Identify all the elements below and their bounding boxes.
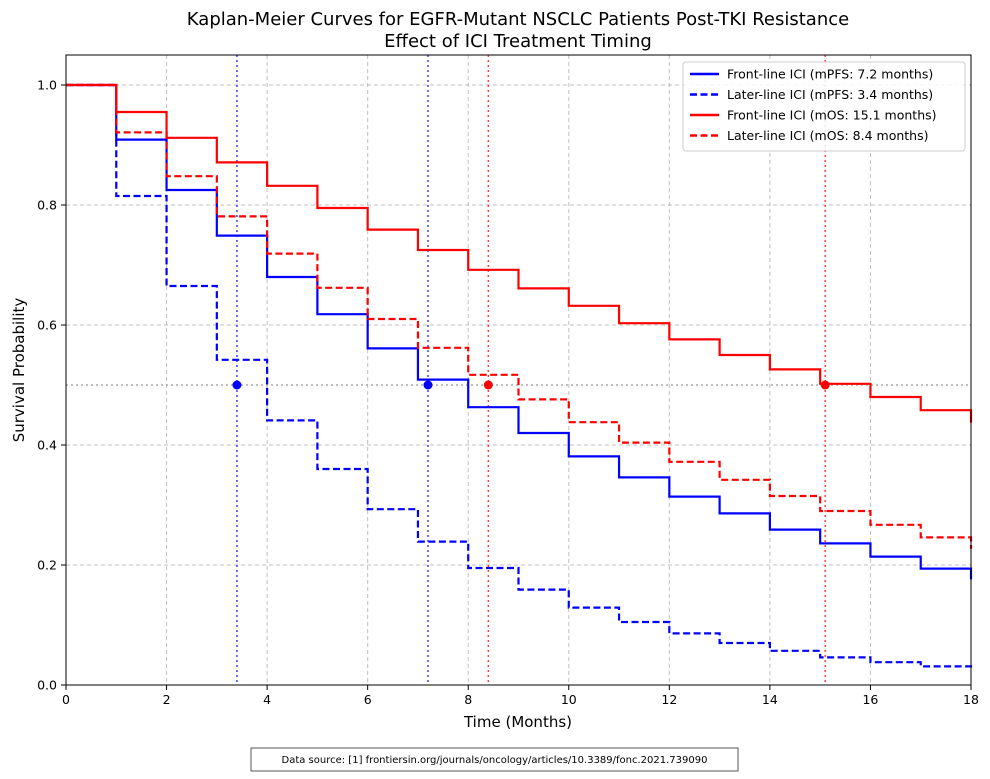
y-axis-label: Survival Probability (10, 298, 28, 443)
plot-frame (65, 54, 972, 686)
x-tick-label: 4 (263, 692, 271, 707)
y-tick-label: 1.0 (37, 78, 57, 93)
legend-box (682, 61, 966, 152)
x-tick-label: 0 (62, 692, 70, 707)
legend-label: Later-line ICI (mPFS: 3.4 months) (727, 87, 933, 102)
median-marker (820, 380, 830, 390)
chart-title: Kaplan-Meier Curves for EGFR-Mutant NSCL… (187, 9, 849, 30)
series-line (66, 83, 973, 670)
x-tick-label: 12 (661, 692, 677, 707)
x-tick-label: 8 (464, 692, 472, 707)
legend-label: Front-line ICI (mPFS: 7.2 months) (727, 67, 933, 82)
x-tick-label: 18 (963, 692, 979, 707)
series-line (66, 83, 973, 423)
x-tick-label: 14 (762, 692, 778, 707)
legend-label: Later-line ICI (mOS: 8.4 months) (727, 128, 929, 143)
y-tick-label: 0.6 (37, 318, 57, 333)
series-lines (66, 83, 973, 670)
chart-subtitle: Effect of ICI Treatment Timing (384, 31, 652, 52)
x-tick-label: 16 (862, 692, 878, 707)
source-note-box (250, 747, 739, 772)
x-axis-label: Time (Months) (463, 713, 572, 731)
median-guides (66, 55, 971, 685)
x-tick-label: 6 (364, 692, 372, 707)
x-tick-label: 2 (163, 692, 171, 707)
median-marker (483, 380, 493, 390)
x-tick-label: 10 (561, 692, 577, 707)
y-tick-label: 0.8 (37, 198, 57, 213)
legend: Front-line ICI (mPFS: 7.2 months) Later-l… (682, 61, 966, 152)
median-marker (232, 380, 242, 390)
y-tick-label: 0.0 (37, 678, 57, 693)
source-note: Data source: [1] frontiersin.org/journal… (250, 747, 739, 772)
y-tick-label: 0.2 (37, 558, 57, 573)
axis-ticks: 0 2 4 6 8 10 12 14 16 18 0.0 0.2 0.4 0.6 0.8 1.0 (37, 78, 979, 708)
median-markers (232, 380, 830, 390)
source-note-text: Data source: [1] frontiersin.org/journal… (282, 755, 708, 766)
median-marker (423, 380, 433, 390)
y-tick-label: 0.4 (37, 438, 57, 453)
series-line (66, 83, 973, 549)
legend-label: Front-line ICI (mOS: 15.1 months) (727, 108, 937, 123)
series-line (66, 83, 973, 580)
